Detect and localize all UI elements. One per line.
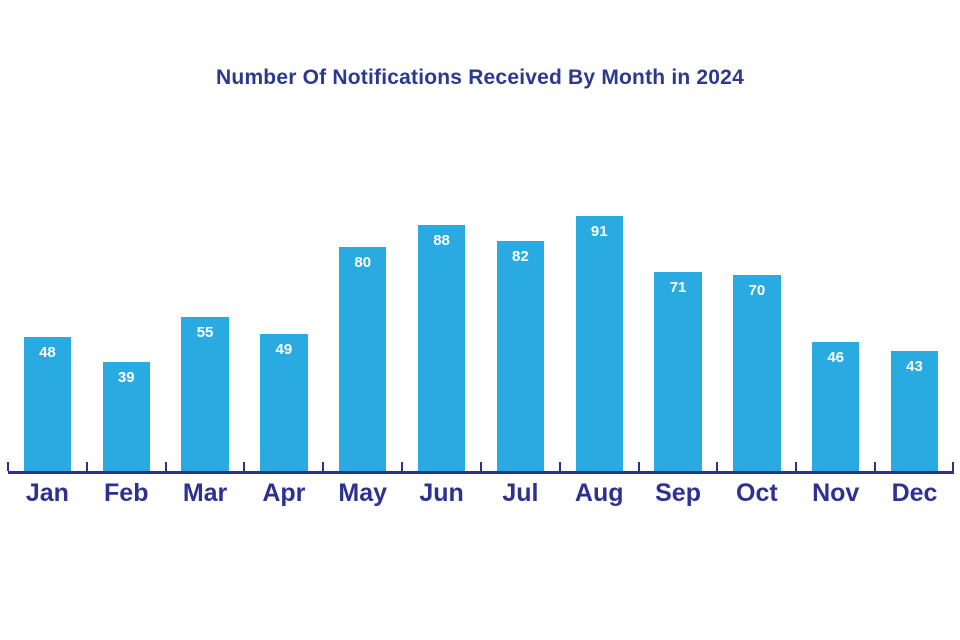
x-axis-label-aug: Aug: [574, 479, 624, 507]
bar-value-sep: 71: [669, 279, 687, 296]
x-axis-label-nov: Nov: [812, 479, 860, 507]
bar-sep: 71: [654, 272, 702, 471]
bar-value-mar: 55: [196, 324, 214, 341]
x-axis-label-jul: Jul: [502, 479, 539, 507]
bar-oct: 70: [733, 275, 781, 471]
bar-cell-feb: 39: [85, 119, 166, 471]
bar-jan: 48: [23, 337, 72, 471]
x-axis-label-sep: Sep: [655, 479, 701, 507]
bar-chart: 48 39 55 49 80 88 82 91 71 70 46 43 Jan Feb Mar Apr May…: [7, 119, 954, 508]
bar-nov: 46: [812, 342, 860, 471]
bar-value-apr: 49: [275, 341, 293, 358]
plot-area-x-axis: 48 39 55 49 80 88 82 91 71 70 46 43: [7, 119, 954, 474]
bar-jun: 88: [417, 225, 466, 471]
bar-value-jul: 82: [512, 248, 529, 265]
bar-feb: 39: [102, 362, 150, 471]
x-axis-label-mar: Mar: [182, 479, 228, 507]
bar-value-dec: 43: [906, 358, 923, 375]
x-axis-label-jan: Jan: [25, 479, 69, 507]
bar-jul: 82: [496, 241, 545, 471]
bar-may: 80: [339, 247, 387, 471]
x-axis-label-feb: Feb: [104, 479, 149, 507]
bar-value-feb: 39: [117, 369, 135, 386]
bar-value-nov: 46: [827, 349, 845, 366]
bar-cell-jun: 88: [401, 119, 481, 471]
x-axis-label-oct: Oct: [736, 479, 778, 507]
bar-cell-aug: 91: [558, 119, 639, 471]
bar-apr: 49: [260, 334, 308, 471]
bar-value-aug: 91: [590, 223, 608, 240]
bar-value-oct: 70: [748, 282, 766, 299]
x-axis-label-jun: Jun: [419, 479, 464, 507]
x-axis-labels: Jan Feb Mar Apr May Jun Jul Aug Sep Oct Nov Dec: [8, 474, 954, 508]
chart-title: Number Of Notifications Received By Mont…: [216, 66, 744, 89]
bar-cell-mar: 55: [164, 119, 245, 471]
bar-value-may: 80: [354, 254, 372, 271]
bar-cell-may: 80: [322, 119, 402, 471]
bar-cell-jan: 48: [7, 119, 87, 471]
x-axis-label-dec: Dec: [891, 479, 938, 507]
bar-cell-oct: 70: [716, 119, 796, 471]
bar-value-jan: 48: [39, 344, 56, 361]
bar-cell-dec: 43: [874, 119, 954, 471]
x-axis-label-apr: Apr: [262, 479, 306, 507]
bar-cell-jul: 82: [479, 119, 560, 471]
bar-value-jun: 88: [433, 232, 450, 249]
x-axis-label-may: May: [338, 479, 388, 507]
bar-cell-apr: 49: [243, 119, 323, 471]
bar-cell-sep: 71: [637, 119, 718, 471]
bar-dec: 43: [890, 351, 939, 471]
bar-cell-nov: 46: [795, 119, 875, 471]
bar-aug: 91: [575, 216, 623, 471]
bar-mar: 55: [181, 317, 229, 471]
